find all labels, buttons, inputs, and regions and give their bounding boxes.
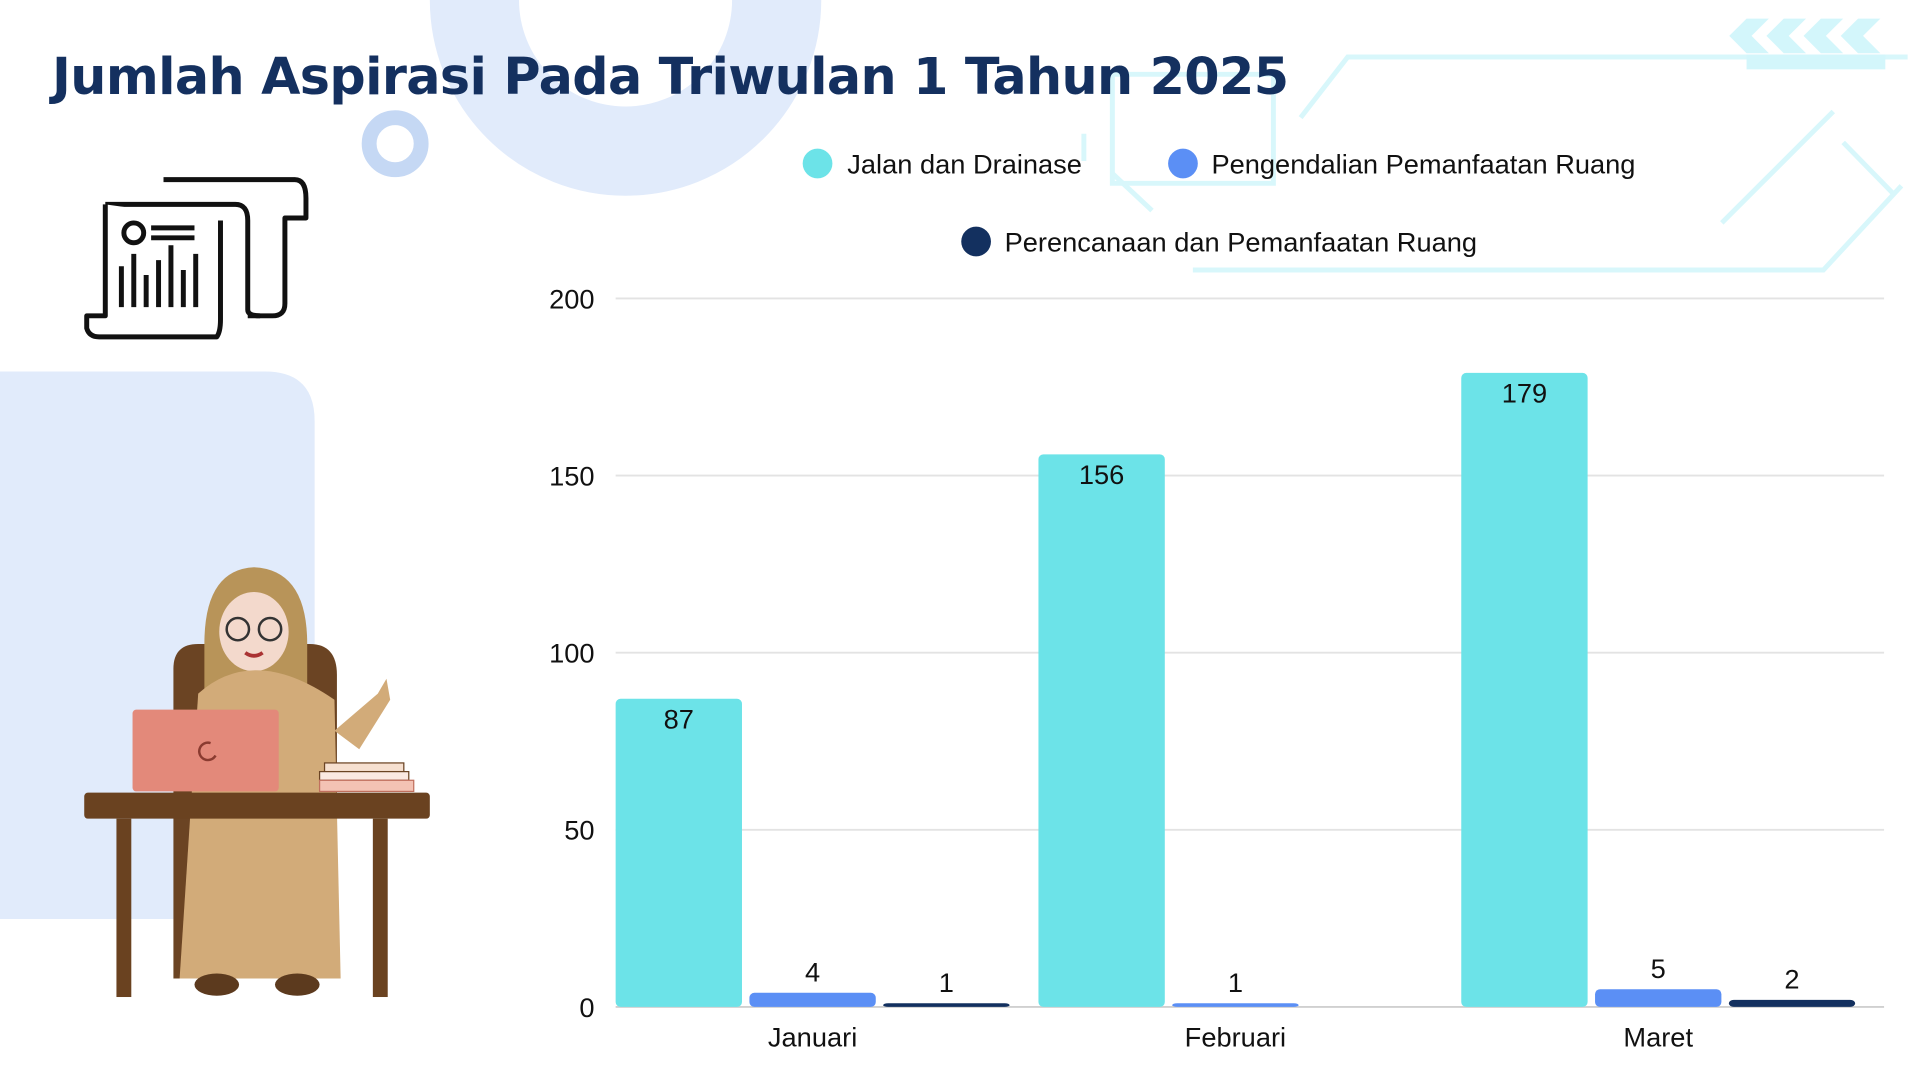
legend-item-pengendalian-pemanfaatan-ruang[interactable]: Pengendalian Pemanfaatan Ruang (1168, 148, 1635, 179)
bar-3-januari (883, 1003, 1010, 1007)
legend-label: Jalan dan Drainase (847, 148, 1082, 179)
legend-label: Pengendalian Pemanfaatan Ruang (1211, 148, 1635, 179)
y-tick-label: 200 (549, 283, 594, 314)
data-label: 156 (1079, 459, 1124, 490)
teacher-at-desk-illustration (84, 567, 430, 998)
legend-label: Perencanaan dan Pemanfaatan Ruang (1005, 226, 1477, 257)
bar-chart: 0 50 100 150 200 87 4 1 Januari 156 1 Februari 179 5 2… (549, 283, 1885, 1053)
data-label: 179 (1502, 378, 1547, 409)
x-tick-label: Februari (1185, 1022, 1286, 1053)
decor-tech-lines (1081, 54, 1908, 273)
y-tick-label: 150 (549, 461, 594, 492)
report-document-icon (84, 177, 309, 340)
legend-item-perencanaan-dan-pemanfaatan-ruang[interactable]: Perencanaan dan Pemanfaatan Ruang (961, 226, 1477, 257)
bar-1-januari (615, 698, 742, 1007)
decor-chevrons (1729, 18, 1886, 70)
data-label: 87 (664, 703, 694, 734)
bar-2-februari (1172, 1003, 1299, 1007)
decor-ring-large (429, 0, 822, 196)
x-tick-label: Maret (1623, 1022, 1693, 1053)
decor-ring-small (361, 110, 429, 178)
bar-3-maret (1728, 999, 1856, 1007)
data-label: 5 (1651, 953, 1666, 984)
bar-1-februari (1038, 454, 1165, 1007)
data-label: 1 (1228, 967, 1243, 998)
legend-item-jalan-dan-drainase[interactable]: Jalan dan Drainase (802, 148, 1082, 179)
x-tick-label: Januari (768, 1022, 857, 1053)
y-tick-label: 0 (579, 992, 594, 1023)
data-label: 4 (805, 957, 820, 988)
data-label: 1 (939, 967, 954, 998)
page-title: Jumlah Aspirasi Pada Triwulan 1 Tahun 20… (49, 47, 1288, 106)
bar-2-maret (1595, 989, 1722, 1007)
bar-2-januari (749, 992, 876, 1007)
y-tick-label: 100 (549, 638, 594, 669)
bar-1-maret (1461, 372, 1588, 1007)
chart-legend: Jalan dan Drainase Pengendalian Pemanfaa… (802, 148, 1635, 257)
data-label: 2 (1784, 964, 1799, 995)
y-tick-label: 50 (564, 815, 594, 846)
